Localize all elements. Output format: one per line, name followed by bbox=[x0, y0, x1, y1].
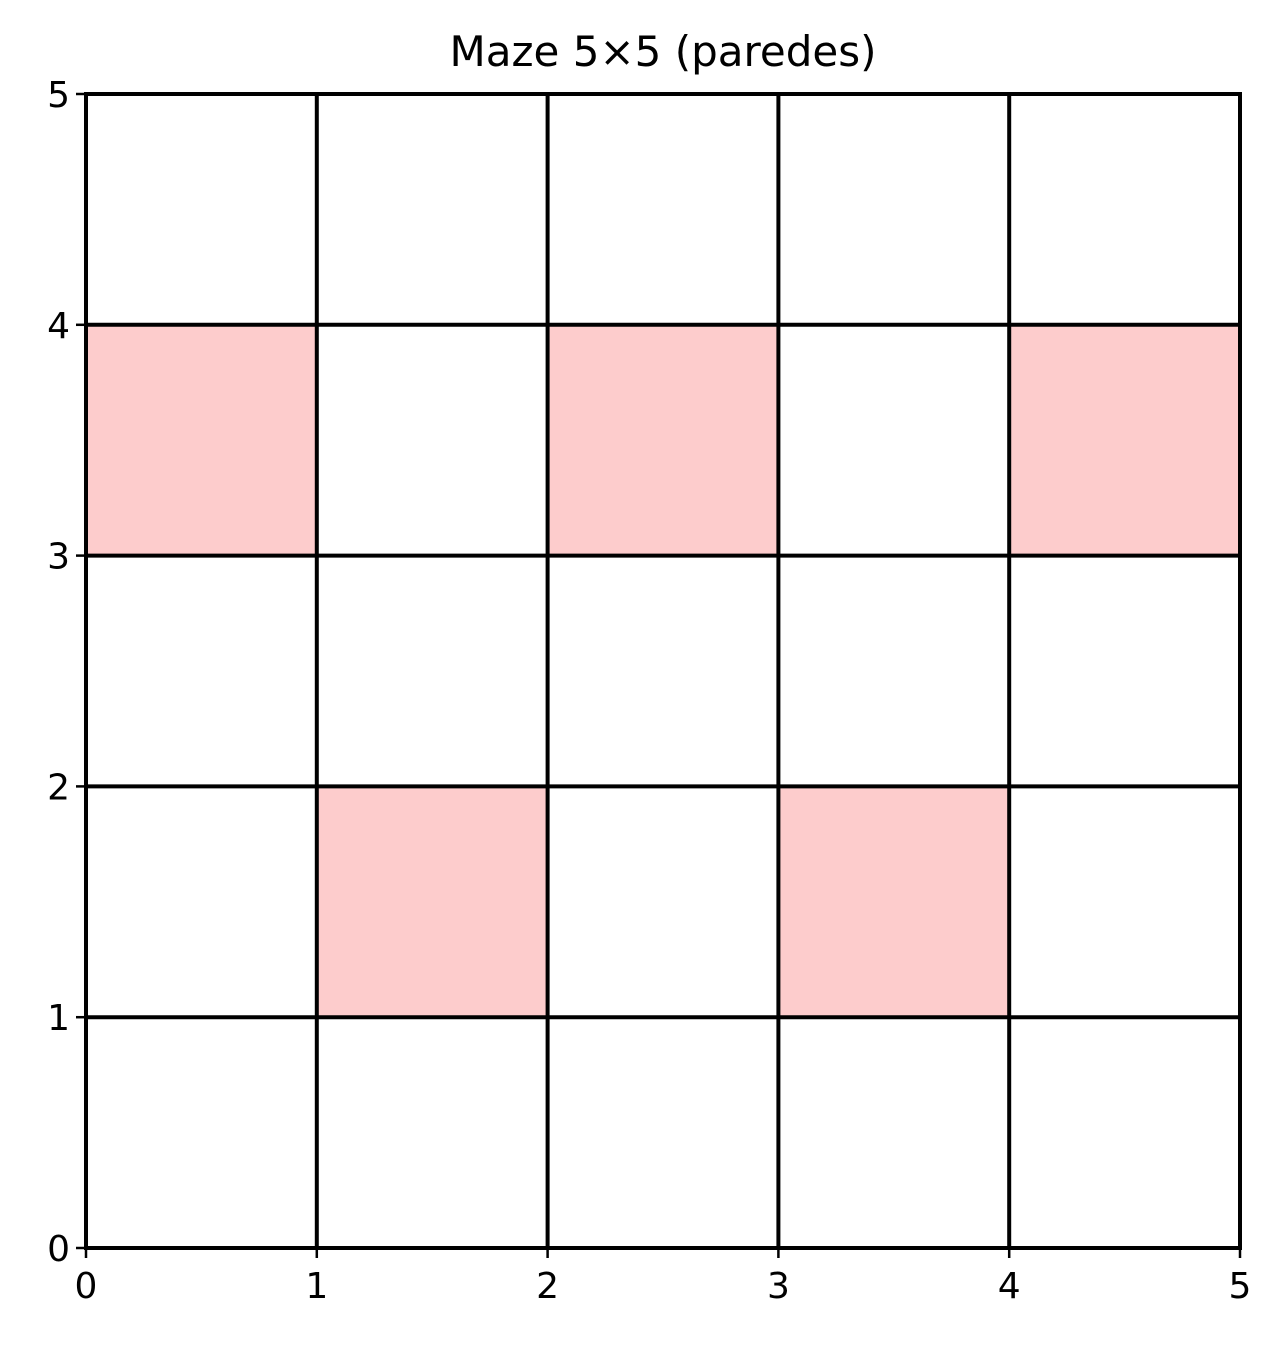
x-axis: 0 1 2 3 4 5 bbox=[75, 1248, 1252, 1307]
wall-cells bbox=[86, 324, 1240, 1018]
y-tick-label: 3 bbox=[47, 537, 70, 578]
wall-cell bbox=[1009, 324, 1240, 556]
y-tick-label: 0 bbox=[47, 1229, 70, 1270]
x-tick-label: 0 bbox=[75, 1266, 98, 1307]
x-tick-label: 2 bbox=[536, 1266, 559, 1307]
plot-area: 0 1 2 3 4 5 0 1 2 3 4 5 bbox=[47, 75, 1251, 1307]
x-tick-label: 5 bbox=[1229, 1266, 1252, 1307]
y-axis: 0 1 2 3 4 5 bbox=[47, 75, 86, 1270]
wall-cell bbox=[86, 324, 317, 556]
x-tick-label: 1 bbox=[305, 1266, 328, 1307]
grid-lines bbox=[84, 92, 1242, 1250]
x-tick-label: 4 bbox=[998, 1266, 1021, 1307]
wall-cell bbox=[316, 786, 548, 1018]
y-tick-label: 4 bbox=[47, 306, 70, 347]
chart-title: Maze 5×5 (paredes) bbox=[450, 27, 877, 76]
x-tick-label: 3 bbox=[767, 1266, 790, 1307]
plot-background bbox=[86, 94, 1240, 1248]
y-tick-label: 1 bbox=[47, 998, 70, 1039]
y-tick-label: 5 bbox=[47, 75, 70, 116]
y-tick-label: 2 bbox=[47, 767, 70, 808]
wall-cell bbox=[778, 786, 1010, 1018]
wall-cell bbox=[547, 324, 779, 556]
